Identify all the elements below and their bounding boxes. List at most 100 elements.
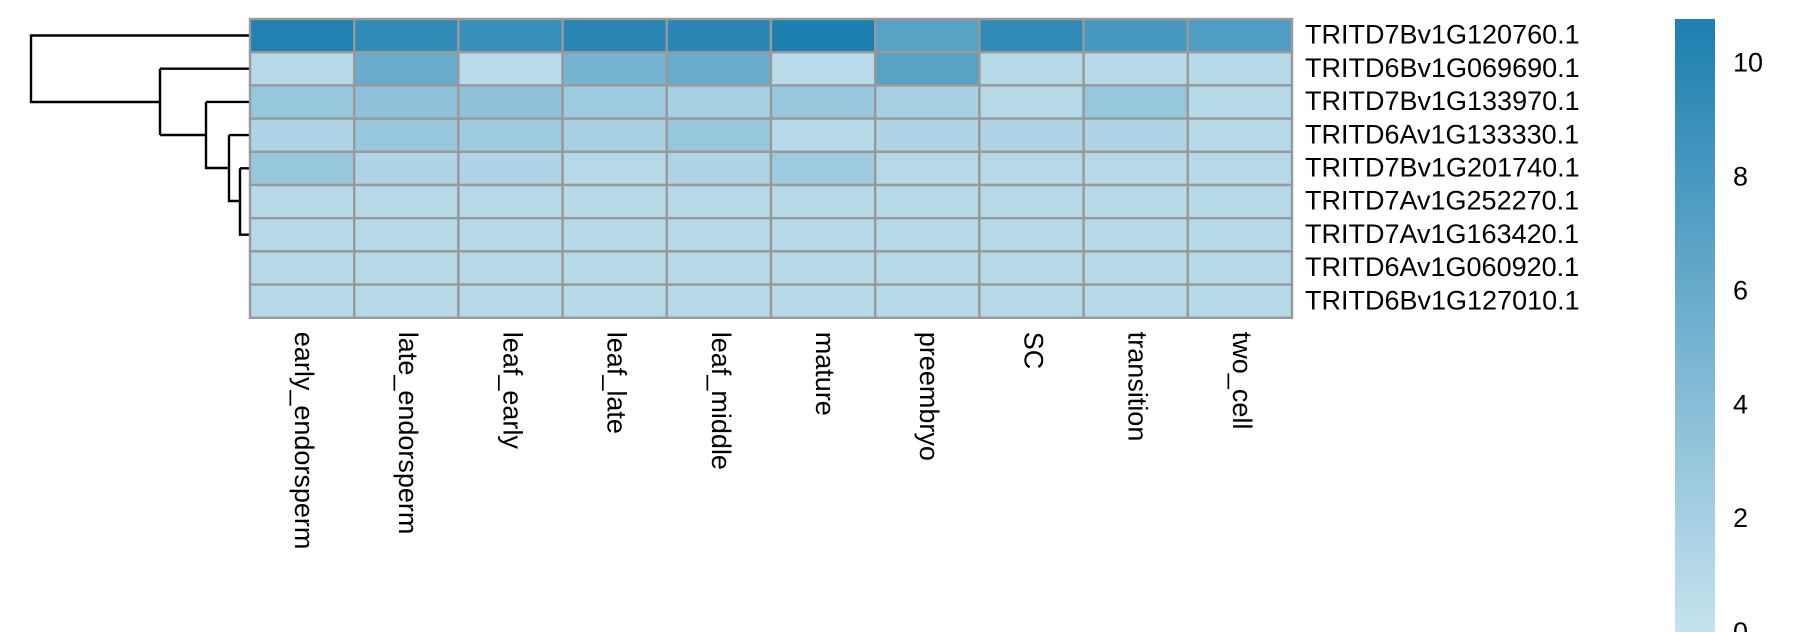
cell: [561, 17, 668, 54]
cell: [561, 150, 668, 187]
column-label: early_endorsperm: [289, 332, 319, 550]
cell: [353, 17, 460, 54]
colorbar-tick-label: 8: [1733, 162, 1748, 192]
cell: [1082, 283, 1189, 320]
cell: [769, 183, 877, 220]
cell: [457, 183, 564, 220]
cell: [353, 51, 460, 87]
cell: [1186, 150, 1294, 187]
colorbar: [1675, 19, 1715, 632]
cell: [978, 17, 1085, 54]
cell: [248, 283, 356, 320]
column-label: preembryo: [914, 332, 944, 461]
cell: [248, 17, 356, 54]
cell: [1186, 183, 1294, 220]
cell: [353, 150, 460, 187]
colorbar-tick-label: 6: [1733, 275, 1748, 305]
cell: [978, 150, 1085, 187]
cell: [769, 283, 877, 320]
cell: [874, 250, 981, 286]
cell: [248, 84, 356, 120]
cell: [769, 51, 877, 87]
column-label: late_endorsperm: [393, 332, 423, 535]
cell: [1186, 84, 1294, 120]
cell: [1186, 51, 1294, 87]
cell: [457, 216, 564, 253]
cell: [457, 250, 564, 286]
cell: [1186, 250, 1294, 286]
cell: [769, 117, 877, 153]
cell: [561, 216, 668, 253]
row-label: TRITD7Av1G252270.1: [1305, 186, 1579, 216]
cell: [874, 183, 981, 220]
cell: [248, 216, 356, 253]
cell: [665, 84, 773, 120]
cell: [1082, 51, 1189, 87]
cell: [353, 84, 460, 120]
cell: [353, 283, 460, 320]
cell: [457, 84, 564, 120]
cell: [769, 84, 877, 120]
cell: [561, 183, 668, 220]
cell: [353, 250, 460, 286]
cell: [665, 216, 773, 253]
cell: [978, 84, 1085, 120]
cell: [978, 183, 1085, 220]
cell: [665, 51, 773, 87]
cell: [665, 283, 773, 320]
row-label: TRITD7Bv1G120760.1: [1305, 20, 1580, 50]
cell: [874, 117, 981, 153]
cell: [978, 250, 1085, 286]
cell: [1082, 150, 1189, 187]
cell: [1186, 216, 1294, 253]
cell: [457, 283, 564, 320]
colorbar-tick-label: 10: [1733, 48, 1763, 78]
cell: [978, 51, 1085, 87]
cell: [248, 150, 356, 187]
cell: [665, 17, 773, 54]
cell: [457, 51, 564, 87]
row-label: TRITD6Bv1G069690.1: [1305, 53, 1580, 83]
cell: [561, 250, 668, 286]
cell: [561, 117, 668, 153]
cell: [874, 150, 981, 187]
row-label: TRITD6Av1G133330.1: [1305, 119, 1579, 149]
cell: [874, 17, 981, 54]
cell: [874, 84, 981, 120]
cell: [248, 117, 356, 153]
cell: [769, 216, 877, 253]
column-label: leaf_early: [497, 332, 527, 450]
colorbar-tick-label: 2: [1733, 503, 1748, 533]
colorbar-tick-label: 0: [1733, 617, 1748, 632]
cell: [978, 117, 1085, 153]
row-label: TRITD7Av1G163420.1: [1305, 219, 1579, 249]
cell: [874, 51, 981, 87]
cell: [769, 150, 877, 187]
cell: [978, 283, 1085, 320]
column-label: mature: [810, 332, 840, 416]
cell: [1186, 117, 1294, 153]
row-label: TRITD7Bv1G133970.1: [1305, 86, 1580, 116]
cell: [665, 117, 773, 153]
cell: [1082, 250, 1189, 286]
cell: [665, 183, 773, 220]
cell: [457, 117, 564, 153]
cell: [248, 250, 356, 286]
column-label: SC: [1018, 332, 1048, 370]
cell: [978, 216, 1085, 253]
cell: [1186, 17, 1294, 54]
cell: [665, 250, 773, 286]
cell: [561, 51, 668, 87]
cell: [457, 150, 564, 187]
cell: [561, 283, 668, 320]
cell: [1082, 17, 1189, 54]
row-label: TRITD6Av1G060920.1: [1305, 252, 1579, 282]
cell: [561, 84, 668, 120]
cell: [874, 283, 981, 320]
cell: [248, 183, 356, 220]
cell: [769, 17, 877, 54]
cell: [353, 183, 460, 220]
dendrogram: [29, 34, 250, 236]
cell: [353, 117, 460, 153]
